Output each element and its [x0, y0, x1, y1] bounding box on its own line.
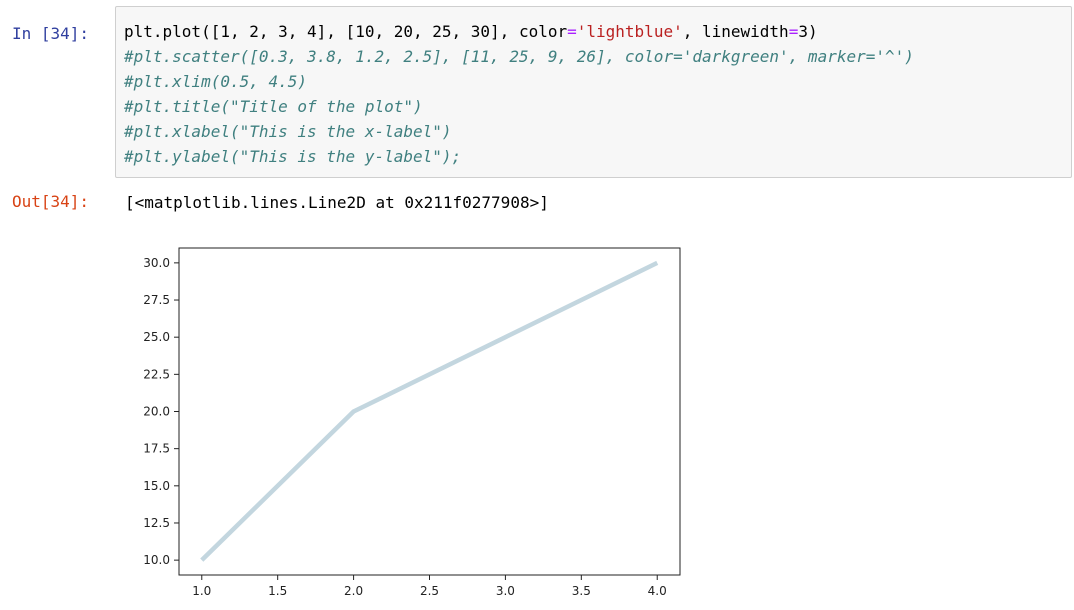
plot-area: [179, 248, 680, 575]
code-token: =: [567, 22, 577, 41]
code-token: plt.plot([1, 2, 3, 4], [10, 20, 25, 30],…: [124, 22, 568, 41]
output-prompt: Out[34]:: [12, 192, 90, 211]
code-line: #plt.title("Title of the plot"): [124, 94, 914, 119]
y-tick-label: 10.0: [143, 553, 170, 567]
x-tick-label: 2.5: [420, 584, 439, 598]
code-token: #plt.ylabel("This is the y-label");: [124, 147, 462, 166]
x-tick-label: 1.5: [268, 584, 287, 598]
y-tick-label: 12.5: [143, 516, 170, 530]
y-tick-label: 17.5: [143, 442, 170, 456]
code-token: #plt.xlim(0.5, 4.5): [124, 72, 308, 91]
x-tick-label: 2.0: [344, 584, 363, 598]
output-text: [<matplotlib.lines.Line2D at 0x211f02779…: [125, 193, 549, 212]
code-line: #plt.xlabel("This is the x-label"): [124, 119, 914, 144]
input-prompt: In [34]:: [12, 24, 90, 43]
y-tick-label: 15.0: [143, 479, 170, 493]
x-tick-label: 3.0: [496, 584, 515, 598]
code-token: #plt.title("Title of the plot"): [124, 97, 423, 116]
x-tick-label: 1.0: [192, 584, 211, 598]
y-tick-label: 20.0: [143, 405, 170, 419]
code-editor[interactable]: plt.plot([1, 2, 3, 4], [10, 20, 25, 30],…: [115, 6, 1072, 178]
code-token: #plt.xlabel("This is the x-label"): [124, 122, 452, 141]
series-line: [200, 260, 659, 562]
y-tick-label: 27.5: [143, 293, 170, 307]
code-token: #plt.scatter([0.3, 3.8, 1.2, 2.5], [11, …: [124, 47, 914, 66]
input-cell[interactable]: In [34]: plt.plot([1, 2, 3, 4], [10, 20,…: [0, 6, 1074, 182]
y-tick-label: 25.0: [143, 330, 170, 344]
x-tick-label: 4.0: [648, 584, 667, 598]
code-token: , linewidth: [682, 22, 789, 41]
y-tick-label: 22.5: [143, 367, 170, 381]
code-line: #plt.ylabel("This is the y-label");: [124, 144, 914, 169]
code-text[interactable]: plt.plot([1, 2, 3, 4], [10, 20, 25, 30],…: [124, 19, 914, 169]
x-tick-label: 3.5: [572, 584, 591, 598]
y-tick-label: 30.0: [143, 256, 170, 270]
code-token: 'lightblue': [576, 22, 683, 41]
code-line: #plt.xlim(0.5, 4.5): [124, 69, 914, 94]
code-token: 3): [798, 22, 818, 41]
code-line: #plt.scatter([0.3, 3.8, 1.2, 2.5], [11, …: [124, 44, 914, 69]
code-token: =: [788, 22, 799, 41]
code-line: plt.plot([1, 2, 3, 4], [10, 20, 25, 30],…: [124, 19, 914, 44]
